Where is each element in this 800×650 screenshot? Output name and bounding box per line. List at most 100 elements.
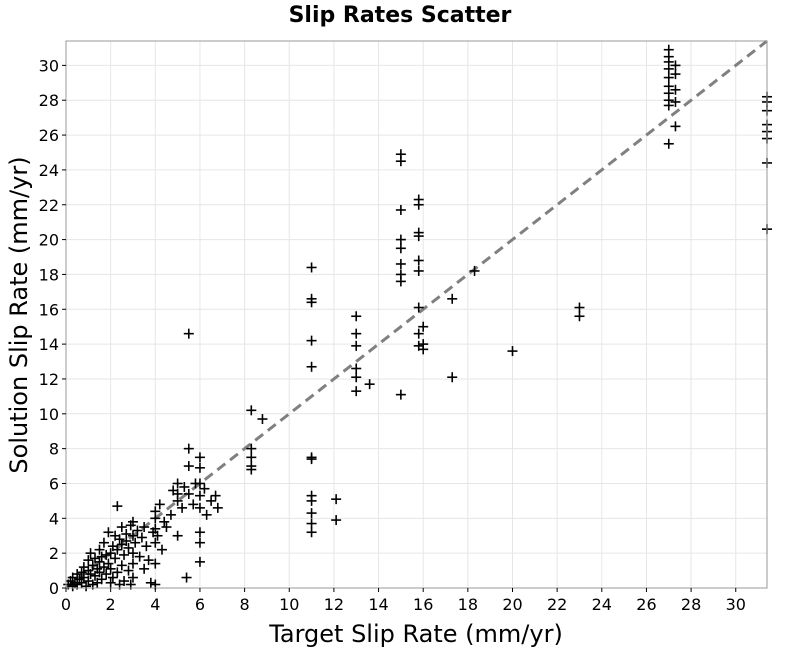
data-point xyxy=(130,537,141,548)
data-point xyxy=(94,544,105,555)
data-point xyxy=(212,502,223,513)
data-point xyxy=(112,567,123,578)
data-point xyxy=(663,63,674,74)
y-tick-label: 4 xyxy=(49,509,59,528)
data-point xyxy=(121,528,132,539)
data-point xyxy=(194,502,205,513)
data-point xyxy=(306,335,317,346)
data-point xyxy=(172,478,183,489)
y-axis-label: Solution Slip Rate (mm/yr) xyxy=(5,156,33,473)
data-point xyxy=(141,541,152,552)
data-point xyxy=(413,265,424,276)
data-point xyxy=(413,302,424,313)
data-point xyxy=(306,454,317,465)
data-point xyxy=(112,501,123,512)
data-point xyxy=(134,551,145,562)
x-tick-label: 24 xyxy=(592,595,612,614)
data-point xyxy=(101,569,112,580)
x-axis-ticks: 0 2 4 6 8 10 12 14 16 18 20 22 24 26 28 30 xyxy=(61,588,746,614)
y-tick-label: 10 xyxy=(39,405,59,424)
x-tick-label: 16 xyxy=(413,595,433,614)
data-point xyxy=(177,502,188,513)
data-point xyxy=(194,537,205,548)
data-point xyxy=(179,481,190,492)
data-point xyxy=(395,243,406,254)
data-point xyxy=(364,379,375,390)
data-point xyxy=(96,574,107,585)
data-point xyxy=(331,494,342,505)
data-point xyxy=(206,495,217,506)
data-point xyxy=(574,302,585,313)
data-point xyxy=(150,537,161,548)
data-point xyxy=(246,405,257,416)
data-point xyxy=(306,527,317,538)
data-point xyxy=(116,522,127,533)
data-point xyxy=(105,577,116,588)
data-point xyxy=(110,553,121,564)
data-point xyxy=(351,311,362,322)
data-point xyxy=(351,340,362,351)
data-point xyxy=(351,386,362,397)
data-point xyxy=(413,328,424,339)
data-point xyxy=(447,293,458,304)
data-point xyxy=(663,72,674,83)
data-point xyxy=(194,527,205,538)
y-tick-label: 18 xyxy=(39,265,59,284)
data-point xyxy=(103,558,114,569)
y-tick-label: 20 xyxy=(39,231,59,250)
data-point xyxy=(114,534,125,545)
data-point xyxy=(183,488,194,499)
x-tick-label: 20 xyxy=(502,595,522,614)
reference-line xyxy=(65,39,768,590)
data-point xyxy=(181,572,192,583)
data-point xyxy=(139,563,150,574)
data-point xyxy=(395,156,406,167)
data-point xyxy=(150,523,161,534)
data-point xyxy=(183,461,194,472)
data-point xyxy=(670,84,681,95)
points-layer xyxy=(63,44,772,592)
data-point xyxy=(413,199,424,210)
data-point xyxy=(172,488,183,499)
data-point xyxy=(663,138,674,149)
data-point xyxy=(145,577,156,588)
plot-frame xyxy=(65,40,768,589)
data-point xyxy=(98,537,109,548)
data-point xyxy=(194,490,205,501)
data-point xyxy=(246,464,257,475)
y-tick-label: 24 xyxy=(39,161,59,180)
data-point xyxy=(194,556,205,567)
data-point xyxy=(127,516,138,527)
data-point xyxy=(331,515,342,526)
data-point xyxy=(161,522,172,533)
data-point xyxy=(395,258,406,269)
data-point xyxy=(103,527,114,538)
data-point xyxy=(351,372,362,383)
data-point xyxy=(94,556,105,567)
data-point xyxy=(150,506,161,517)
data-point xyxy=(156,544,167,555)
data-point xyxy=(199,483,210,494)
data-point xyxy=(101,549,112,560)
y-tick-label: 8 xyxy=(49,440,59,459)
data-point xyxy=(76,567,87,578)
data-point xyxy=(306,495,317,506)
data-point xyxy=(306,262,317,273)
x-tick-label: 0 xyxy=(61,595,71,614)
data-point xyxy=(395,204,406,215)
data-point xyxy=(127,530,138,541)
data-point xyxy=(152,530,163,541)
data-point xyxy=(194,462,205,473)
data-point xyxy=(351,328,362,339)
data-point xyxy=(201,509,212,520)
data-point xyxy=(139,522,150,533)
x-tick-label: 30 xyxy=(726,595,746,614)
y-tick-label: 2 xyxy=(49,544,59,563)
y-tick-label: 16 xyxy=(39,300,59,319)
x-tick-label: 10 xyxy=(279,595,299,614)
chart-title: Slip Rates Scatter xyxy=(289,3,512,28)
data-point xyxy=(123,565,134,576)
y-tick-label: 26 xyxy=(39,126,59,145)
data-point xyxy=(670,121,681,132)
